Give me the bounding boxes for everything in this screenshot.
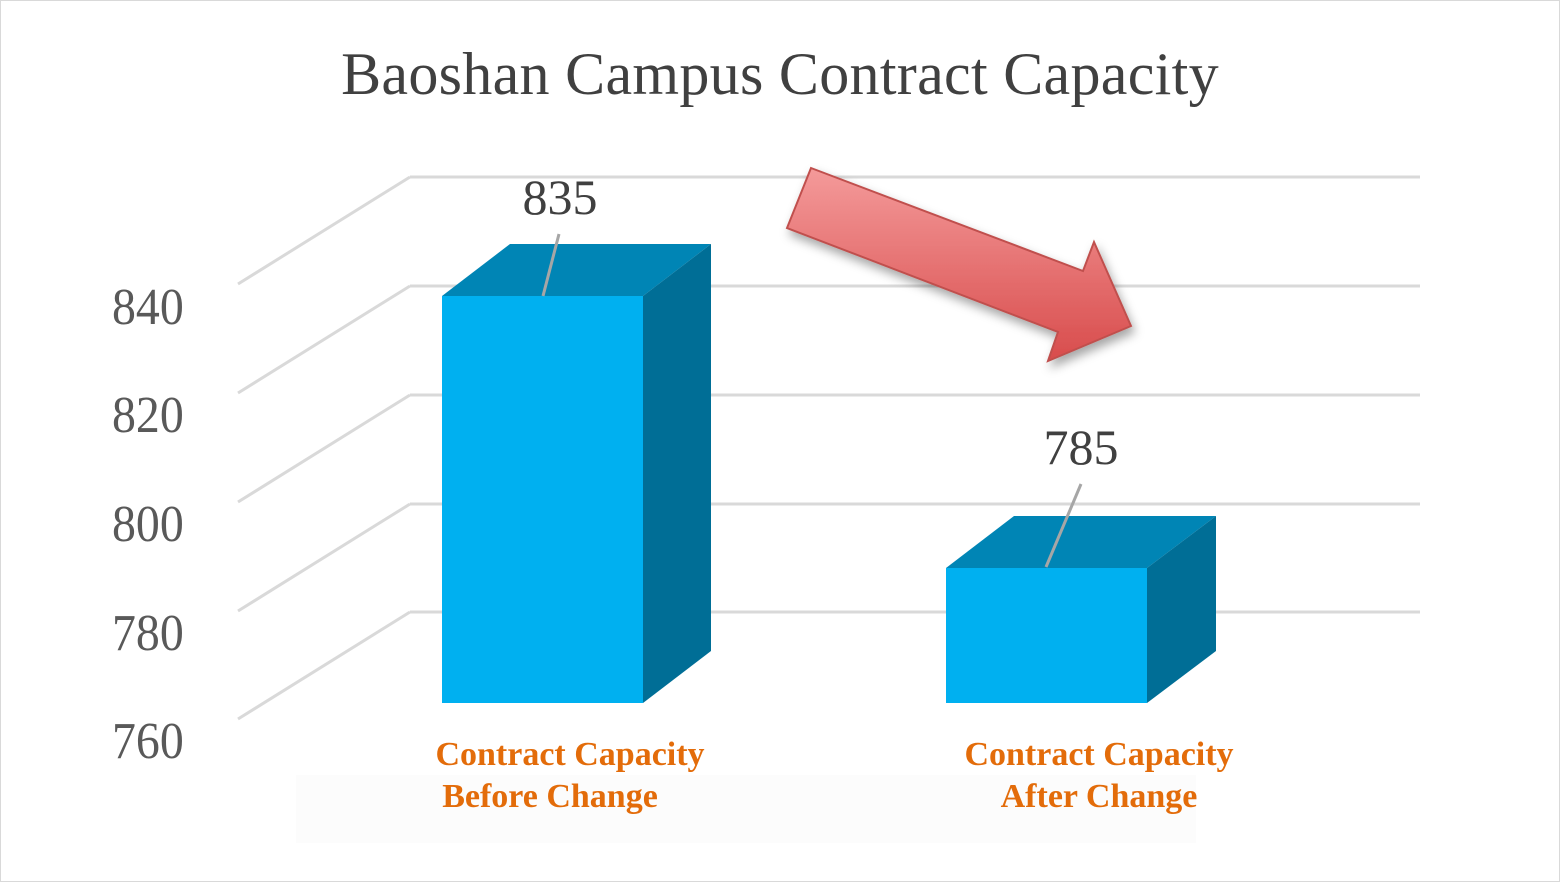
y-tick-800: 800 <box>112 496 184 553</box>
category-label-line: Contract Capacity <box>964 736 1234 773</box>
category-label-line: Contract Capacity <box>435 736 705 773</box>
data-label-after: 785 <box>1043 419 1119 475</box>
gridlines <box>237 175 1420 721</box>
data-label-leader <box>1044 483 1083 568</box>
data-label-leader <box>541 233 561 297</box>
category-label-line: After Change <box>1000 778 1198 815</box>
y-tick-820: 820 <box>112 387 184 444</box>
data-label-before: 835 <box>522 169 598 225</box>
category-label-before: Contract Capacity Before Change <box>400 734 740 818</box>
bar-front-face <box>946 568 1147 703</box>
y-tick-780: 780 <box>112 605 184 662</box>
category-label-after: Contract Capacity After Change <box>929 734 1269 818</box>
chart-title: Baoshan Campus Contract Capacity <box>341 41 1219 107</box>
bar-top-face <box>442 244 711 296</box>
bar-side-face <box>1147 516 1216 703</box>
category-axis-band <box>296 775 1196 843</box>
bar-front-face <box>442 296 643 703</box>
category-label-line: Before Change <box>442 778 658 815</box>
y-tick-760: 760 <box>112 713 184 770</box>
down-trend-arrow-icon <box>785 166 1133 363</box>
bar-side-face <box>643 244 711 703</box>
bar-after-change <box>946 483 1216 703</box>
bar-top-face <box>946 516 1216 568</box>
y-tick-840: 840 <box>112 279 184 336</box>
bar-before-change <box>442 233 711 703</box>
